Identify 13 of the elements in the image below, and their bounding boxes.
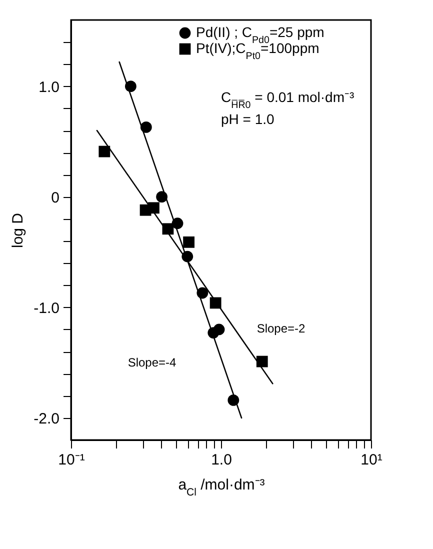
annotation: Slope=-2 [256, 322, 306, 336]
annotation: pH = 1.0 [221, 111, 275, 127]
x-tick-label: 10¹ [360, 452, 382, 468]
y-tick-label: -2.0 [34, 410, 60, 428]
annotation: C$_{H̅R̅0}$ = 0.01 mol·dm⁻³ [221, 89, 354, 110]
x-axis-title: a$_{Cl}$ /mol·dm⁻³ [178, 476, 265, 498]
x-tick-label: 10⁻¹ [58, 452, 85, 468]
y-axis-title: log D [10, 212, 27, 248]
y-tick-label: -1.0 [34, 300, 60, 317]
y-tick-label: 1.0 [38, 78, 60, 96]
annotation: Slope=-4 [128, 355, 177, 370]
x-tick-label: 1.0 [211, 452, 232, 468]
y-tick-label: 0 [51, 189, 60, 206]
